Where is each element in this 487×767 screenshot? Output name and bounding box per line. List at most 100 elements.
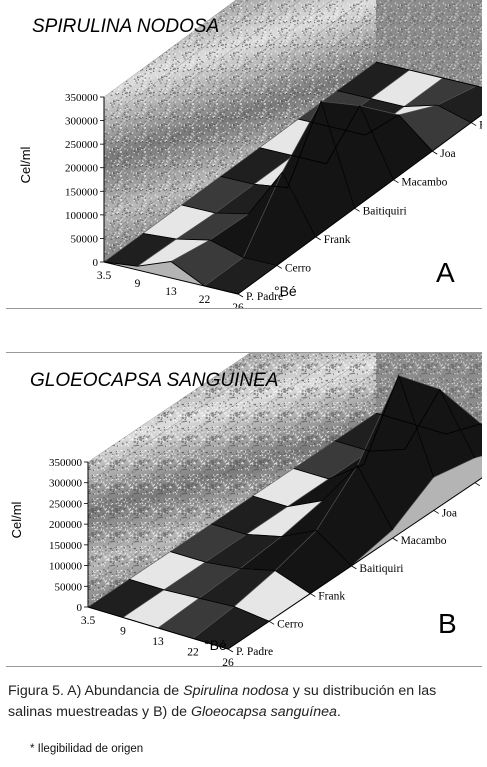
series-line-9-de-abril: [375, 412, 482, 435]
x-tick-label: 3.5: [81, 615, 96, 627]
z-tick-mark: [354, 207, 360, 212]
z-tick-mark: [268, 620, 275, 625]
series-line-joa: [298, 114, 433, 152]
z-tick-label: Baitiquiri: [359, 563, 403, 575]
series-line-bidos: [336, 90, 472, 123]
z-tick-label: Joa: [440, 148, 455, 160]
series-line-baitiquiri: [220, 99, 356, 209]
back-wall-speckle: [376, 0, 482, 88]
y-tick-label: 150000: [65, 186, 99, 198]
panel-letter: B: [438, 608, 457, 639]
z-tick-label: Joa: [442, 507, 457, 519]
y-gridline: [87, 353, 312, 504]
z-axis-line: [227, 477, 482, 650]
x-axis-label: °Bé: [274, 283, 297, 299]
chart-title: GLOEOCAPSA SANGUINEA: [30, 370, 278, 391]
y-gridline: [87, 353, 282, 483]
series-line-joa: [293, 374, 435, 480]
y-gridline: [87, 353, 251, 463]
z-tick-label: Cerro: [285, 262, 311, 274]
y-gridline: [87, 353, 343, 525]
y-tick-label: 100000: [65, 210, 99, 222]
caption-species-a: Spirulina nodosa: [183, 683, 289, 699]
z-tick-label: Baitiquiri: [363, 205, 407, 217]
chart-panel-b: 350000 300000 250000 200000 150000 100000 5000…: [6, 352, 482, 667]
y-gridline: [103, 38, 377, 239]
chart-title: SPIRULINA NODOSA: [32, 16, 219, 37]
series-line-frank: [181, 171, 317, 238]
left-wall-speckle: [104, 0, 376, 262]
y-gridline: [103, 0, 237, 98]
z-tick-label: Frank: [318, 591, 345, 603]
illegibility-note: * Ilegibilidad de origen: [30, 743, 144, 755]
y-tick-label: 100000: [49, 561, 83, 573]
y-tick-label: 50000: [71, 233, 99, 245]
y-axis-label: Cel/ml: [18, 146, 33, 183]
chart-panel-a: 350000 300000 250000 200000 150000 100000 5000…: [6, 0, 482, 309]
z-tick-mark: [276, 265, 283, 269]
caption-suffix: .: [336, 704, 341, 720]
y-tick-label: 200000: [49, 519, 83, 531]
y-tick-label: 350000: [65, 92, 99, 104]
x-axis-line: [103, 261, 239, 295]
z-tick-mark: [470, 122, 477, 126]
z-tick-label: Macambo: [401, 535, 447, 547]
y-gridline: [103, 0, 365, 192]
x-tick-label: 13: [152, 636, 164, 648]
z-tick-mark: [474, 482, 481, 487]
y-gridline: [103, 14, 377, 216]
y-tick-label: 300000: [65, 116, 99, 128]
z-tick-label: Cerro: [277, 618, 303, 630]
z-tick-mark: [310, 593, 316, 597]
y-gridline: [87, 392, 377, 587]
z-tick-label: P. Padre: [246, 291, 283, 303]
y-tick-label: 50000: [55, 581, 83, 593]
y-gridline: [103, 0, 333, 168]
series-line-cerro: [128, 578, 270, 622]
caption-middle: y su distribución en las salinas muestre…: [8, 683, 437, 720]
series-line-bidos: [334, 388, 476, 459]
caption-species-b: Gloeocapsa sanguínea: [190, 704, 337, 720]
z-tick-mark: [315, 236, 321, 241]
z-tick-mark: [227, 648, 234, 653]
z-tick-label: Frank: [324, 234, 351, 246]
x-axis-label: °Bé: [204, 637, 227, 653]
x-tick-label: 22: [199, 294, 211, 306]
x-tick-label: 9: [135, 278, 141, 290]
y-tick-label: 250000: [65, 139, 99, 151]
z-tick-label: Bidos: [479, 120, 482, 132]
series-line-9-de-abril: [375, 61, 482, 88]
x-tick-label: 3.5: [97, 270, 112, 282]
z-tick-mark: [351, 565, 357, 570]
y-gridline: [87, 371, 377, 566]
y-tick-label: 0: [93, 257, 99, 269]
panel-letter: A: [436, 257, 455, 288]
x-tick-label: 9: [120, 626, 126, 638]
y-gridline: [103, 0, 269, 121]
z-tick-label: Macambo: [401, 177, 447, 189]
figure-caption: Figura 5. A) Abundancia de Spirulina nod…: [8, 681, 484, 723]
z-axis-line: [237, 113, 482, 295]
z-tick-mark: [432, 150, 438, 155]
y-gridline: [103, 0, 301, 145]
series-line-macambo: [259, 104, 394, 180]
series-line-frank: [170, 551, 311, 594]
y-axis-label: Cel/ml: [9, 501, 24, 538]
y-tick-label: 150000: [49, 540, 83, 552]
x-tick-label: 22: [187, 647, 199, 659]
x-tick-label: 26: [232, 302, 244, 308]
y-gridline: [87, 353, 374, 546]
chart-b-svg: 350000 300000 250000 200000 150000 100000 5000…: [9, 353, 482, 666]
z-tick-mark: [393, 179, 399, 184]
z-tick-mark: [433, 510, 439, 514]
y-tick-label: 250000: [49, 498, 83, 510]
y-tick-label: 0: [77, 602, 83, 614]
x-tick-label: 13: [165, 286, 177, 298]
chart-a-svg: 350000 300000 250000 200000 150000 100000 5000…: [18, 0, 482, 308]
series-line-baitiquiri: [211, 523, 352, 567]
x-axis-line: [87, 606, 229, 650]
y-tick-label: 200000: [65, 163, 99, 175]
z-tick-label: P. Padre: [236, 646, 273, 658]
y-tick-label: 350000: [49, 457, 83, 469]
series-line-macambo: [252, 464, 393, 531]
